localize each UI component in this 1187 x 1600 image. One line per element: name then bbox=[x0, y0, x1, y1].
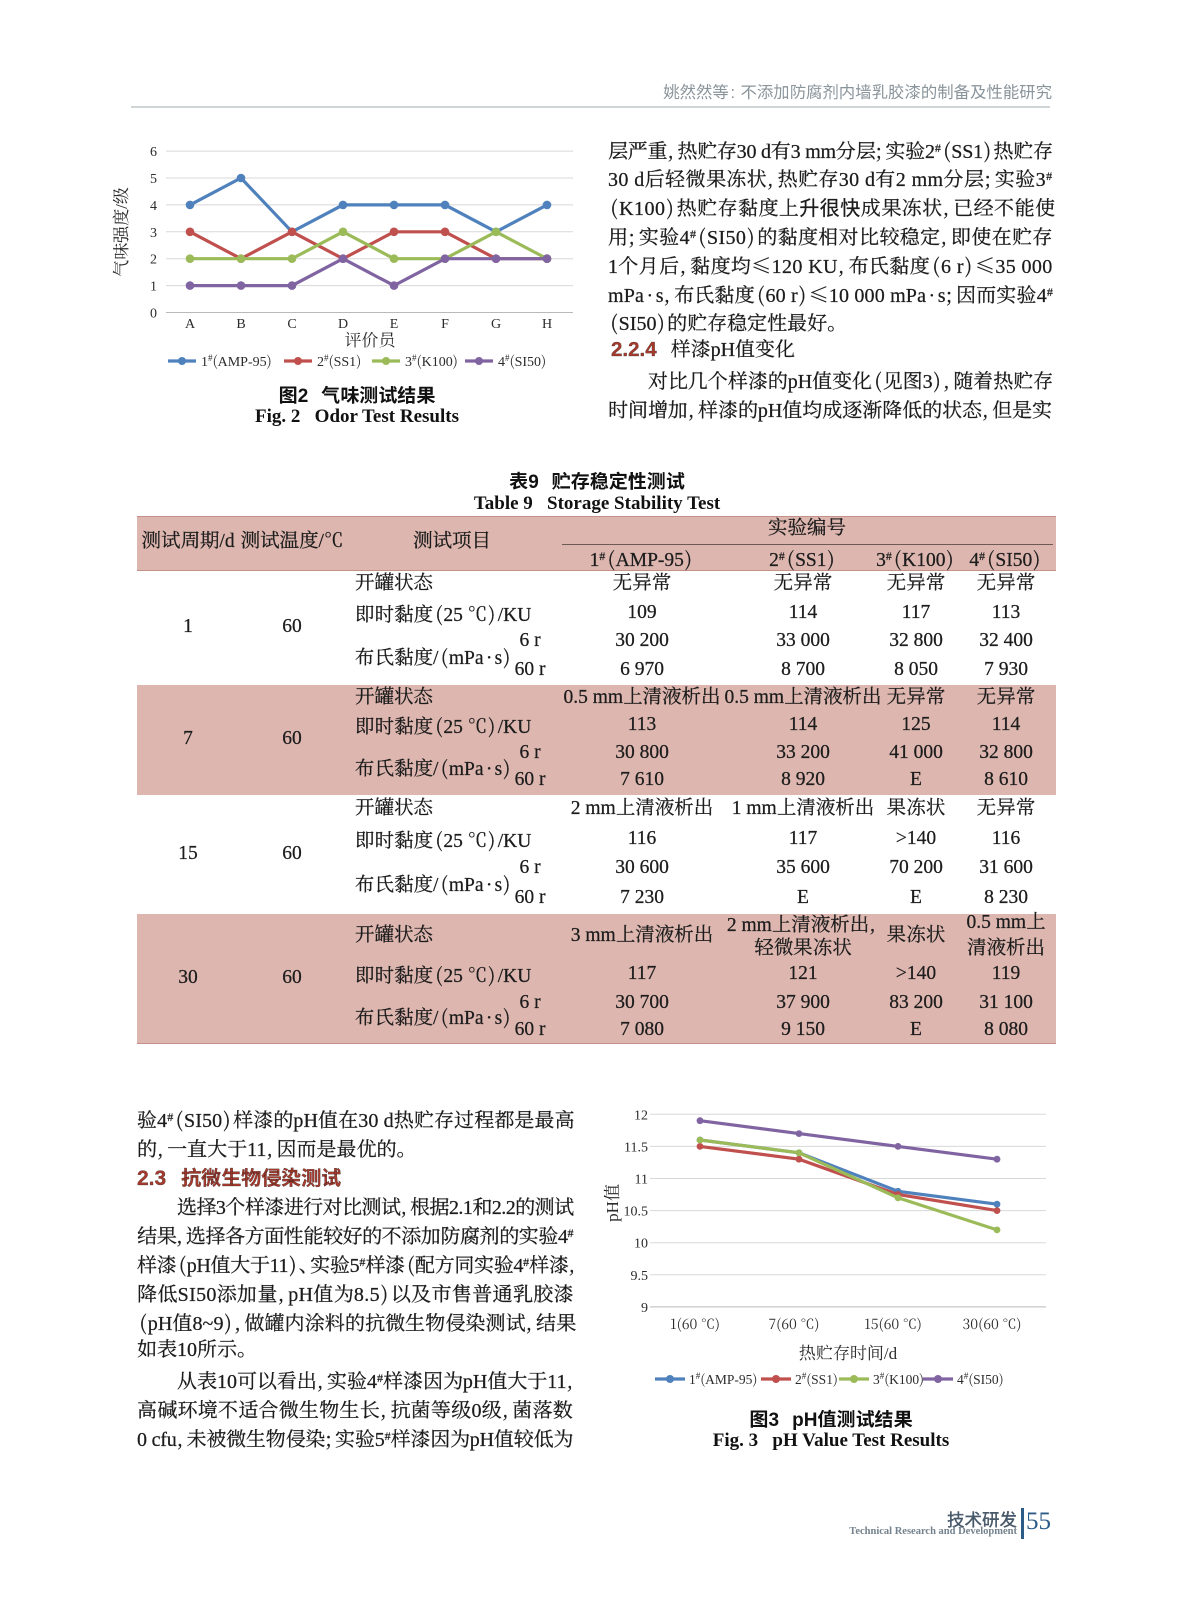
svg-text:11: 11 bbox=[635, 1173, 648, 1188]
svg-text:4#(SI50): 4#(SI50) bbox=[957, 1368, 1004, 1388]
svg-text:C: C bbox=[287, 317, 296, 332]
svg-text:pH值: pH值 bbox=[603, 1184, 622, 1222]
svg-text:4: 4 bbox=[150, 199, 157, 214]
svg-text:3: 3 bbox=[150, 226, 157, 241]
svg-text:1#(AMP-95): 1#(AMP-95) bbox=[201, 351, 272, 371]
svg-text:30(60 ℃): 30(60 ℃) bbox=[963, 1314, 1022, 1334]
svg-text:2#(SS1): 2#(SS1) bbox=[317, 351, 361, 371]
svg-text:10: 10 bbox=[634, 1237, 648, 1252]
svg-text:2: 2 bbox=[150, 253, 157, 268]
svg-text:B: B bbox=[236, 317, 245, 332]
svg-text:热贮存时间/d: 热贮存时间/d bbox=[799, 1344, 898, 1363]
svg-text:D: D bbox=[338, 317, 348, 332]
svg-text:9.5: 9.5 bbox=[631, 1269, 649, 1284]
svg-text:15(60 ℃): 15(60 ℃) bbox=[864, 1314, 922, 1334]
svg-text:3#(K100): 3#(K100) bbox=[873, 1368, 924, 1388]
svg-text:A: A bbox=[185, 317, 196, 332]
svg-text:E: E bbox=[390, 317, 399, 332]
svg-text:10.5: 10.5 bbox=[624, 1205, 649, 1220]
svg-text:12: 12 bbox=[634, 1108, 648, 1123]
svg-text:G: G bbox=[491, 317, 501, 332]
svg-text:1: 1 bbox=[150, 280, 157, 295]
svg-text:6: 6 bbox=[150, 145, 157, 160]
svg-text:4#(SI50): 4#(SI50) bbox=[498, 351, 546, 371]
svg-text:3#(K100): 3#(K100) bbox=[405, 351, 458, 371]
svg-text:7(60 ℃): 7(60 ℃) bbox=[768, 1314, 819, 1334]
svg-text:评价员: 评价员 bbox=[345, 331, 396, 350]
svg-text:0: 0 bbox=[150, 307, 157, 322]
svg-text:1(60 ℃): 1(60 ℃) bbox=[670, 1314, 720, 1334]
svg-text:11.5: 11.5 bbox=[624, 1140, 648, 1155]
svg-text:F: F bbox=[441, 317, 449, 332]
svg-text:气味强度/级: 气味强度/级 bbox=[112, 187, 131, 277]
svg-text:H: H bbox=[542, 317, 552, 332]
svg-text:9: 9 bbox=[641, 1301, 648, 1316]
svg-text:5: 5 bbox=[150, 172, 157, 187]
svg-text:2#(SS1): 2#(SS1) bbox=[795, 1368, 838, 1388]
svg-text:1#(AMP-95): 1#(AMP-95) bbox=[689, 1368, 757, 1388]
